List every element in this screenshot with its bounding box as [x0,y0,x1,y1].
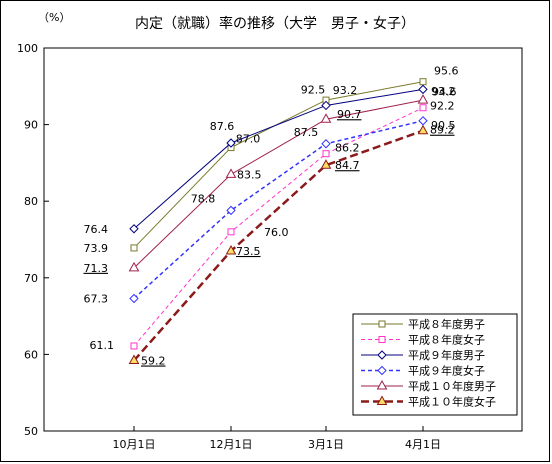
data-label: 71.3 [84,262,109,275]
series-line-4 [133,120,424,300]
series-line-1 [133,81,424,249]
data-label: 83.5 [237,168,262,181]
data-label: 76.4 [84,223,109,236]
series-marker-s3 [226,205,236,216]
series-marker-s5 [320,159,332,169]
series-marker-s4 [417,94,429,104]
legend-label: 平成１０年度男子 [408,379,496,393]
x-tick-label: 10月1日 [113,438,156,451]
legend-marker-s2 [377,350,387,360]
data-label: 93.2 [431,85,456,98]
data-label: 59.2 [141,355,166,368]
legend-box [352,313,518,416]
series-marker-s1 [322,150,330,158]
series-marker-s1 [419,104,427,112]
legend-label: 平成８年度男子 [408,317,485,331]
data-label: 92.5 [301,83,326,96]
legend-marker-s5 [376,395,388,405]
data-label: 73.5 [236,245,261,258]
series-marker-s2 [321,100,331,111]
legend-marker-s1 [378,336,386,343]
data-label: 95.6 [434,65,459,78]
y-tick-label: 60 [24,348,38,361]
series-marker-s4 [225,168,237,178]
y-tick-label: 90 [24,119,38,132]
y-axis-unit-label: （%） [38,11,70,24]
series-marker-s2 [129,224,139,234]
legend-label: 平成８年度女子 [408,333,485,347]
data-label: 94.6 [432,85,457,98]
series-marker-s1 [227,228,235,236]
data-label: 67.3 [84,292,109,305]
x-tick-label: 3月1日 [308,438,344,451]
series-marker-s4 [128,261,140,272]
plot-area [43,47,523,432]
series-marker-s5 [225,244,237,255]
y-tick-label: 100 [17,42,38,55]
data-label: 89.2 [430,124,455,137]
data-label: 61.1 [90,339,115,352]
data-label: 93.2 [333,84,358,97]
data-label: 86.2 [335,142,360,155]
data-label: 87.5 [294,126,319,139]
legend-marker-s0 [378,320,386,328]
data-label: 92.2 [430,100,455,113]
series-marker-s2 [418,84,428,95]
data-label: 87.6 [210,120,235,133]
data-label: 76.0 [264,226,289,239]
y-tick-label: 80 [24,195,38,208]
legend-label: 平成９年度男子 [408,348,485,362]
series-marker-s3 [129,293,139,304]
data-label: 90.5 [431,119,456,132]
series-marker-s5 [128,354,140,365]
y-tick-label: 50 [24,425,38,438]
data-label: 73.9 [84,242,109,255]
series-marker-s3 [418,116,428,126]
legend: 平成８年度男子平成８年度女子平成９年度男子平成９年度女子平成１０年度男子平成１０… [352,313,518,416]
x-tick-label: 12月1日 [210,438,253,451]
legend-marker-s4 [376,379,388,390]
series-marker-s0 [419,78,427,86]
series-line-2 [133,107,424,347]
series-line-5 [133,99,424,269]
x-tick-label: 4月1日 [405,438,441,451]
series-marker-s4 [320,113,332,123]
series-marker-s2 [226,138,236,148]
y-tick-label: 70 [24,272,38,285]
series-marker-s3 [321,139,331,149]
series-line-3 [133,88,424,230]
data-label: 78.8 [191,192,216,205]
series-marker-s0 [130,244,138,252]
series-marker-s5 [417,124,429,135]
data-label: 84.7 [335,159,360,172]
data-label: 90.7 [337,108,362,121]
chart-title: 内定（就職）率の推移（大学 男子・女子） [135,15,415,32]
legend-label: 平成１０年度女子 [408,395,496,409]
series-line-6 [133,129,424,362]
series-marker-s1 [130,342,138,350]
legend-label: 平成９年度女子 [408,364,485,378]
data-label: 87.0 [236,133,261,146]
legend-marker-s3 [377,365,387,376]
